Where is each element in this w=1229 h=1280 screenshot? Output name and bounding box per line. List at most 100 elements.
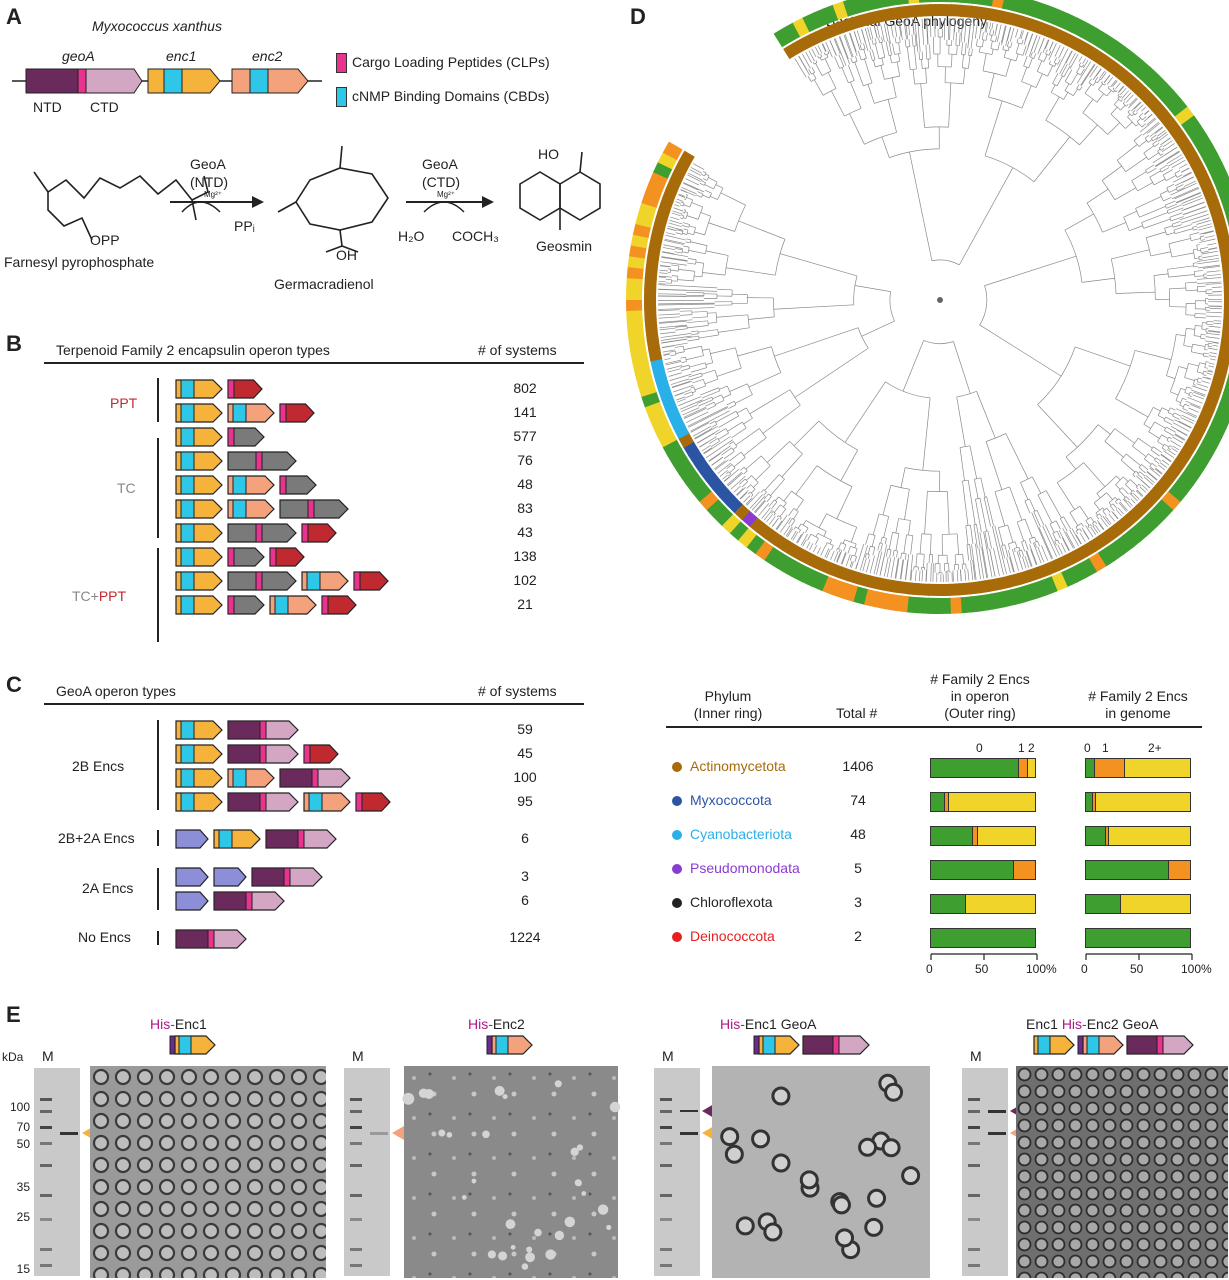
inner-ring-segment bbox=[1215, 228, 1229, 243]
group-tcppt-label-b: PPT bbox=[98, 588, 127, 604]
operon-key-1: 1 bbox=[1018, 741, 1025, 755]
sample-title: His-Enc1 bbox=[150, 1016, 207, 1032]
inner-ring-segment bbox=[907, 582, 921, 596]
phylum-total: 3 bbox=[854, 894, 862, 910]
axis2-tick-0: 0 bbox=[1081, 962, 1088, 976]
outer-ring-segment bbox=[960, 0, 974, 4]
outer-ring-segment bbox=[865, 0, 880, 11]
enc2-gene bbox=[1082, 1035, 1124, 1055]
inner-ring-segment bbox=[1212, 218, 1228, 233]
outer-ring-segment bbox=[1202, 430, 1223, 449]
axis1-tick-0: 0 bbox=[926, 962, 933, 976]
enc2-gene bbox=[227, 403, 275, 423]
inner-ring-segment bbox=[898, 5, 912, 19]
outer-ring-segment bbox=[773, 27, 793, 48]
tc-fusion-gene bbox=[279, 499, 349, 519]
outer-ring-segment bbox=[950, 0, 963, 3]
ladder-70: 70 bbox=[16, 1120, 30, 1134]
panel-b-operon-row bbox=[175, 427, 265, 447]
enc-2b-gene bbox=[175, 595, 223, 615]
outer-ring-segment bbox=[1069, 563, 1088, 583]
group-tcppt-label: TC+PPT bbox=[72, 588, 126, 604]
encapsulin-particle bbox=[763, 1222, 783, 1242]
outer-ring-segment bbox=[979, 593, 995, 612]
debris-particle bbox=[482, 1130, 490, 1139]
outer-ring-segment bbox=[1216, 183, 1229, 200]
construct-name: Enc1 bbox=[174, 1016, 207, 1032]
outer-ring-segment bbox=[627, 254, 646, 269]
debris-particle bbox=[597, 1204, 609, 1215]
gene-enc1-label: enc1 bbox=[166, 48, 197, 64]
inner-ring-segment bbox=[648, 347, 663, 362]
debris-particle bbox=[526, 1246, 533, 1253]
sample-band bbox=[60, 1132, 78, 1135]
ladder-band bbox=[660, 1098, 672, 1101]
panel-a-label: A bbox=[6, 4, 22, 29]
myxococcus-operon-diagram bbox=[12, 68, 322, 94]
genome-stacked-bar bbox=[1085, 792, 1191, 812]
genome-key-0: 0 bbox=[1084, 741, 1091, 755]
genome-bar-segment bbox=[1119, 895, 1190, 913]
phylum-name: Chloroflexota bbox=[690, 894, 773, 910]
inner-ring-segment bbox=[928, 583, 940, 596]
inner-ring-segment bbox=[1137, 87, 1154, 104]
outer-ring-segment bbox=[853, 0, 870, 14]
sample-band bbox=[680, 1110, 698, 1112]
outer-ring-segment bbox=[929, 0, 942, 3]
ladder-band bbox=[40, 1194, 52, 1197]
enc-2b-gene bbox=[175, 427, 223, 447]
inner-ring-segment bbox=[1222, 319, 1229, 332]
inner-ring-segment bbox=[969, 5, 983, 19]
sample-title: His-Enc1 GeoA bbox=[720, 1016, 817, 1032]
outer-ring-segment bbox=[981, 0, 995, 7]
panel-b-count: 102 bbox=[513, 572, 537, 588]
outer-ring-segment bbox=[1203, 152, 1223, 171]
operon-subheader-2: (Outer ring) bbox=[944, 705, 1016, 721]
operon-bar-segment bbox=[948, 793, 1035, 811]
negative-stain-em-image bbox=[712, 1066, 930, 1278]
phylogeny-tree bbox=[626, 0, 1229, 614]
encapsulin-particle bbox=[835, 1228, 855, 1248]
ladder-band bbox=[660, 1164, 672, 1167]
panel-b-operon-row bbox=[175, 523, 337, 543]
inner-ring-segment bbox=[644, 298, 657, 311]
band-arrowhead bbox=[392, 1126, 404, 1140]
panel-c-operon-row bbox=[175, 891, 285, 911]
outer-ring-segment bbox=[1113, 534, 1134, 555]
debris-particle bbox=[487, 1250, 496, 1259]
genome-key-1: 1 bbox=[1102, 741, 1109, 755]
ladder-band bbox=[350, 1098, 362, 1101]
outer-ring-segment bbox=[685, 473, 706, 494]
inner-ring-segment bbox=[1143, 490, 1160, 507]
inner-ring-segment bbox=[652, 367, 668, 382]
genome-stacked-bar bbox=[1085, 894, 1191, 914]
group-2a-label: 2A Encs bbox=[82, 880, 134, 896]
axis2-tick-100: 100% bbox=[1181, 962, 1212, 976]
ladder-band bbox=[40, 1126, 52, 1129]
inner-ring-segment bbox=[733, 503, 750, 520]
phylum-dot bbox=[672, 932, 682, 942]
outer-ring-segment bbox=[1226, 372, 1229, 385]
enc1-gene bbox=[1033, 1035, 1075, 1055]
outer-ring-segment bbox=[1192, 133, 1213, 153]
outer-ring-segment bbox=[940, 0, 953, 3]
sample-title-prefix: Enc1 bbox=[1026, 1016, 1062, 1032]
outer-ring-segment bbox=[919, 0, 932, 3]
outer-ring-segment bbox=[653, 160, 673, 179]
total-header: Total # bbox=[836, 705, 878, 721]
axis2-tick-50: 50 bbox=[1130, 962, 1144, 976]
panel-b-count: 43 bbox=[517, 524, 533, 540]
panel-c-count: 6 bbox=[521, 892, 529, 908]
outer-ring-segment bbox=[698, 490, 719, 511]
construct-diagram bbox=[753, 1035, 870, 1055]
ladder-band bbox=[40, 1110, 52, 1113]
ladder-band bbox=[350, 1126, 362, 1129]
panel-c-title: GeoA operon types bbox=[56, 683, 176, 699]
inner-ring-segment bbox=[644, 267, 658, 281]
operon-bar-segment bbox=[931, 759, 1018, 777]
outer-ring-segment bbox=[990, 591, 1006, 610]
group-2b2a-label: 2B+2A Encs bbox=[58, 830, 135, 846]
phylum-header: Phylum bbox=[704, 688, 752, 704]
debris-particle bbox=[554, 1080, 562, 1088]
ladder-band bbox=[40, 1098, 52, 1101]
